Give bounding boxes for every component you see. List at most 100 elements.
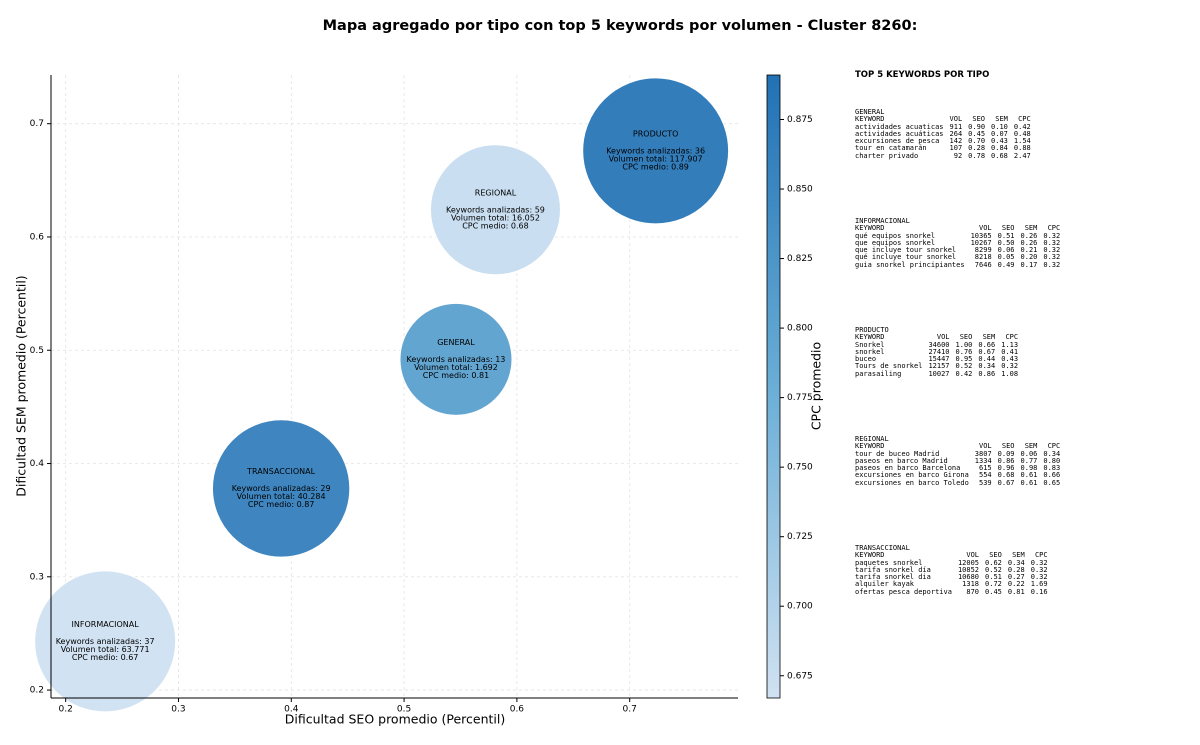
y-tick-label: 0.6 <box>30 232 45 242</box>
table-cell: 92 <box>953 151 963 160</box>
bubble-annotation: CPC medio: 0.89 <box>622 162 689 171</box>
table-row: actividades acuáticas 264 0.45 0.07 0.48 <box>855 129 1031 138</box>
x-tick-label: 0.7 <box>623 705 637 715</box>
table-cell: 0.86 <box>997 456 1015 465</box>
keyword-section: INFORMACIONAL KEYWORD VOL SEO SEM CPC qué equi… <box>855 217 1195 327</box>
table-cell: 0.27 <box>1007 573 1025 582</box>
table-cell: 34600 <box>928 340 950 349</box>
column-header: VOL <box>979 442 992 451</box>
bubble-annotation: CPC medio: 0.81 <box>423 371 490 380</box>
table-cell: 7646 <box>974 260 992 269</box>
table-cell: 1.13 <box>1001 340 1019 349</box>
table-cell: 0.80 <box>1043 456 1061 465</box>
column-header: KEYWORD <box>855 224 885 233</box>
keyword-table: KEYWORD VOL SEO SEM CPC paquetes snorkel 12005… <box>855 551 1048 596</box>
table-cell: 1.00 <box>955 340 973 349</box>
table-cell: 0.07 <box>991 129 1008 138</box>
table-cell: 15447 <box>928 355 950 364</box>
colorbar-tick-label: 0.675 <box>787 671 813 681</box>
bubble-name: TRANSACCIONAL <box>246 467 315 476</box>
colorbar-tick-label: 0.800 <box>787 324 813 334</box>
table-cell: 0.86 <box>978 369 996 378</box>
x-tick-label: 0.6 <box>510 705 525 715</box>
y-tick-label: 0.7 <box>30 119 44 129</box>
table-cell: 12005 <box>957 558 980 567</box>
table-cell: 0.81 <box>1007 587 1025 596</box>
table-row: que incluye tour snorkel 8299 0.06 0.21 0.32 <box>855 246 1060 255</box>
table-cell: 0.45 <box>985 587 1002 596</box>
table-cell: 0.43 <box>1001 355 1019 364</box>
table-cell: qué incluye tour snorkel <box>855 253 957 262</box>
table-cell: 0.32 <box>1030 558 1048 567</box>
colorbar-tick-label: 0.725 <box>787 532 813 542</box>
bubble-name: GENERAL <box>437 338 475 347</box>
bubble-name: INFORMACIONAL <box>72 620 140 629</box>
table-cell: que incluye tour snorkel <box>855 246 957 255</box>
column-header: KEYWORD <box>855 333 885 342</box>
bubble-annotation: Keywords analizadas: 13 <box>407 355 506 364</box>
y-tick-label: 0.3 <box>30 572 44 582</box>
table-cell: 8218 <box>974 253 992 262</box>
table-cell: 0.51 <box>997 231 1015 240</box>
column-header: KEYWORD <box>855 551 885 560</box>
section-title: GENERAL <box>855 108 885 116</box>
chart-title: Mapa agregado por tipo con top 5 keyword… <box>323 18 918 34</box>
table-cell: 1.08 <box>1001 369 1019 378</box>
table-cell: 0.34 <box>1043 449 1061 458</box>
table-cell: 0.76 <box>955 347 973 356</box>
table-cell: 554 <box>979 471 992 480</box>
table-row: parasailing 10027 0.42 0.86 1.08 <box>855 369 1019 378</box>
table-cell: tarifa snorkel día <box>855 565 931 574</box>
header-row: KEYWORD VOL SEO SEM CPC <box>855 333 1018 342</box>
table-row: paseos en barco Barcelona 615 0.96 0.98 0.83 <box>855 464 1061 473</box>
table-cell: 10027 <box>928 369 950 378</box>
bubble-annotation: Volumen total: 16.052 <box>451 213 540 222</box>
table-row: excursiones en barco Girona 554 0.68 0.61 0.… <box>855 471 1060 480</box>
table-cell: 0.34 <box>978 362 996 371</box>
bubble-annotation: CPC medio: 0.87 <box>248 500 315 509</box>
table-cell: 0.95 <box>955 355 973 364</box>
table-cell: 0.98 <box>1020 464 1038 473</box>
table-cell: guia snorkel principiantes <box>855 260 965 269</box>
header-row: KEYWORD VOL SEO SEM CPC <box>855 224 1060 233</box>
table-cell: 0.51 <box>985 573 1002 582</box>
column-header: SEM <box>982 333 996 342</box>
table-cell: paquetes snorkel <box>855 558 923 567</box>
table-cell: 0.32 <box>1001 362 1019 371</box>
bubble <box>429 144 561 276</box>
header-row: KEYWORD VOL SEO SEM CPC <box>855 551 1048 560</box>
table-cell: 0.70 <box>968 137 986 146</box>
table-cell: 0.32 <box>1043 231 1061 240</box>
colorbar-tick-label: 0.825 <box>787 254 813 264</box>
table-cell: excursiones en barco Toledo <box>855 478 969 487</box>
column-header: SEM <box>995 115 1008 124</box>
column-header: VOL <box>979 224 992 233</box>
table-cell: 0.42 <box>1013 122 1031 131</box>
table-cell: excursiones de pesca <box>855 137 940 146</box>
table-cell: Snorkel <box>855 340 885 349</box>
colorbar-tick-label: 0.700 <box>787 602 813 612</box>
table-cell: buceo <box>855 355 877 364</box>
section-title: REGIONAL <box>855 435 889 443</box>
table-cell: 0.28 <box>968 144 986 153</box>
colorbar-tick-label: 0.850 <box>787 185 813 195</box>
table-cell: 0.83 <box>1043 464 1061 473</box>
keyword-table: KEYWORD VOL SEO SEM CPC Snorkel 34600 1.00 0.66 1… <box>855 333 1019 378</box>
bubble <box>34 570 177 713</box>
table-cell: 615 <box>979 464 992 473</box>
table-cell: 2.47 <box>1013 151 1031 160</box>
table-cell: ofertas pesca deportiva <box>855 587 952 596</box>
table-cell: 8299 <box>974 246 992 255</box>
table-cell: 3807 <box>974 449 992 458</box>
bubble-annotation: CPC medio: 0.67 <box>72 653 139 662</box>
table-cell: 0.26 <box>1020 231 1038 240</box>
table-row: excursiones de pesca 142 0.70 0.43 1.54 <box>855 137 1031 146</box>
table-cell: 0.90 <box>968 122 986 131</box>
table-row: Tours de snorkel 12157 0.52 0.34 0.32 <box>855 362 1019 371</box>
column-header: SEO <box>1001 224 1015 233</box>
table-cell: 0.50 <box>997 238 1015 247</box>
table-cell: 0.43 <box>991 137 1008 146</box>
table-cell: actividades acuaticas <box>855 122 944 131</box>
